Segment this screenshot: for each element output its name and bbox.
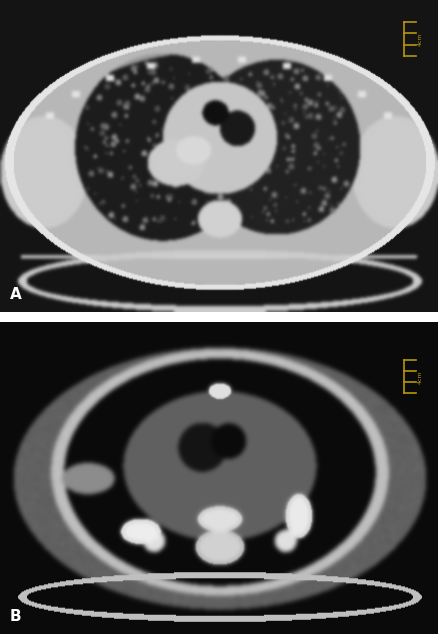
Text: 4cm: 4cm: [417, 33, 422, 46]
Text: 4cm: 4cm: [417, 370, 422, 384]
Text: A: A: [10, 287, 22, 302]
Text: B: B: [10, 609, 21, 624]
